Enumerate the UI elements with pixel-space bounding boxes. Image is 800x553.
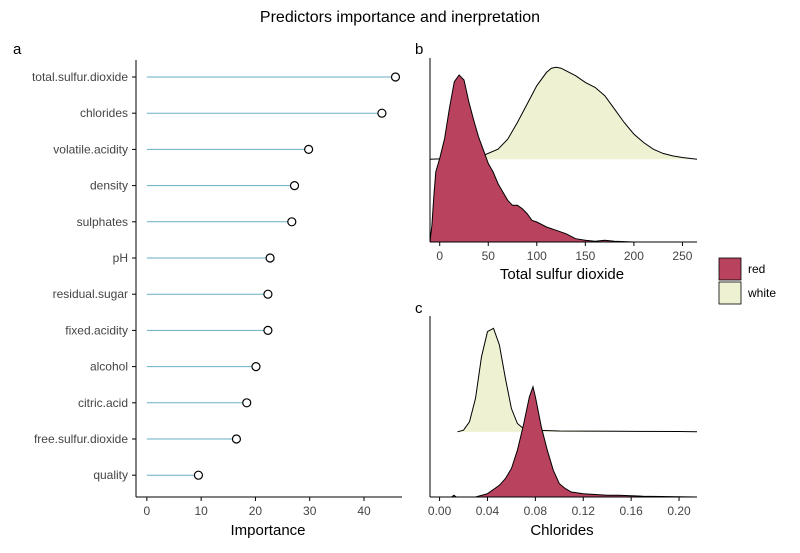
panel-c-tag: c (415, 300, 423, 317)
x-tick-label: 150 (575, 249, 595, 263)
panel-c-chlorides: c 0.00 0.04 0.08 0.12 0.16 0.20 Chlorides (415, 300, 698, 539)
density-area-red (451, 386, 697, 497)
panel-c-ticks: 0.00 0.04 0.08 0.12 0.16 0.20 (428, 497, 691, 518)
panel-b-x-title: Total sulfur dioxide (500, 266, 624, 283)
x-tick-label: 40 (357, 504, 371, 518)
importance-point (377, 108, 387, 118)
category-label: fixed.acidity (65, 323, 128, 337)
category-label: quality (93, 468, 128, 482)
importance-point (231, 434, 242, 444)
panel-c-x-title: Chlorides (530, 522, 593, 539)
category-label: density (90, 179, 128, 193)
panel-a-importance: a total.sulfur.dioxide chlorides volatile.… (13, 41, 402, 539)
category-label: sulphates (77, 215, 128, 229)
x-tick-label: 0.00 (428, 504, 452, 518)
figure-title: Predictors importance and inerpretation (260, 9, 540, 26)
x-tick-label: 50 (482, 249, 496, 263)
density-line-red (451, 385, 698, 498)
category-label: alcohol (90, 360, 128, 374)
x-tick-label: 0.12 (572, 504, 596, 518)
importance-point (265, 253, 275, 263)
importance-point (263, 325, 273, 335)
category-label: chlorides (80, 106, 128, 120)
legend-swatch-red (718, 257, 742, 281)
panel-a-tag: a (13, 41, 22, 58)
x-tick-label: 0.20 (667, 504, 691, 518)
panel-b-tag: b (415, 41, 423, 58)
category-label: residual.sugar (53, 287, 128, 301)
legend-label-white: white (747, 286, 776, 300)
density-line-white (429, 66, 698, 160)
category-label: pH (113, 251, 128, 265)
importance-point (289, 181, 300, 191)
x-tick-label: 100 (527, 249, 547, 263)
importance-point (304, 144, 314, 154)
density-area-white (457, 328, 697, 432)
density-area-red (430, 75, 697, 242)
importance-point (263, 289, 273, 299)
x-tick-label: 30 (303, 504, 317, 518)
x-tick-label: 0 (436, 249, 443, 263)
category-label: volatile.acidity (53, 142, 128, 156)
category-label: citric.acid (78, 396, 128, 410)
panel-a-marks: total.sulfur.dioxide chlorides volatile.ac… (32, 70, 401, 482)
panel-b-densities (429, 66, 698, 243)
density-area-white (430, 67, 697, 160)
x-tick-label: 0.16 (619, 504, 643, 518)
legend-label-red: red (748, 262, 765, 276)
panel-a-x-title: Importance (230, 522, 305, 539)
density-line-white (457, 327, 698, 433)
category-label: total.sulfur.dioxide (32, 70, 128, 84)
panel-a-ticks: 0 10 20 30 40 (144, 497, 371, 518)
panel-c-densities (451, 327, 698, 498)
importance-point (251, 362, 261, 372)
importance-point (390, 72, 401, 82)
x-tick-label: 250 (672, 249, 692, 263)
x-tick-label: 10 (194, 504, 208, 518)
importance-point (193, 470, 204, 480)
panel-b-total-sulfur-dioxide: b 0 50 100 150 200 250 Total sulfur dioxide (415, 41, 698, 283)
importance-point (287, 217, 297, 227)
legend: red white (718, 257, 776, 305)
x-tick-label: 0 (144, 504, 151, 518)
category-label: free.sulfur.dioxide (34, 432, 128, 446)
x-tick-label: 0.04 (476, 504, 500, 518)
panel-b-ticks: 0 50 100 150 200 250 (436, 242, 693, 263)
x-tick-label: 0.08 (524, 504, 548, 518)
density-line-red (429, 74, 697, 243)
importance-point (242, 398, 252, 408)
legend-swatch-white (718, 281, 742, 305)
x-tick-label: 200 (624, 249, 644, 263)
x-tick-label: 20 (249, 504, 263, 518)
